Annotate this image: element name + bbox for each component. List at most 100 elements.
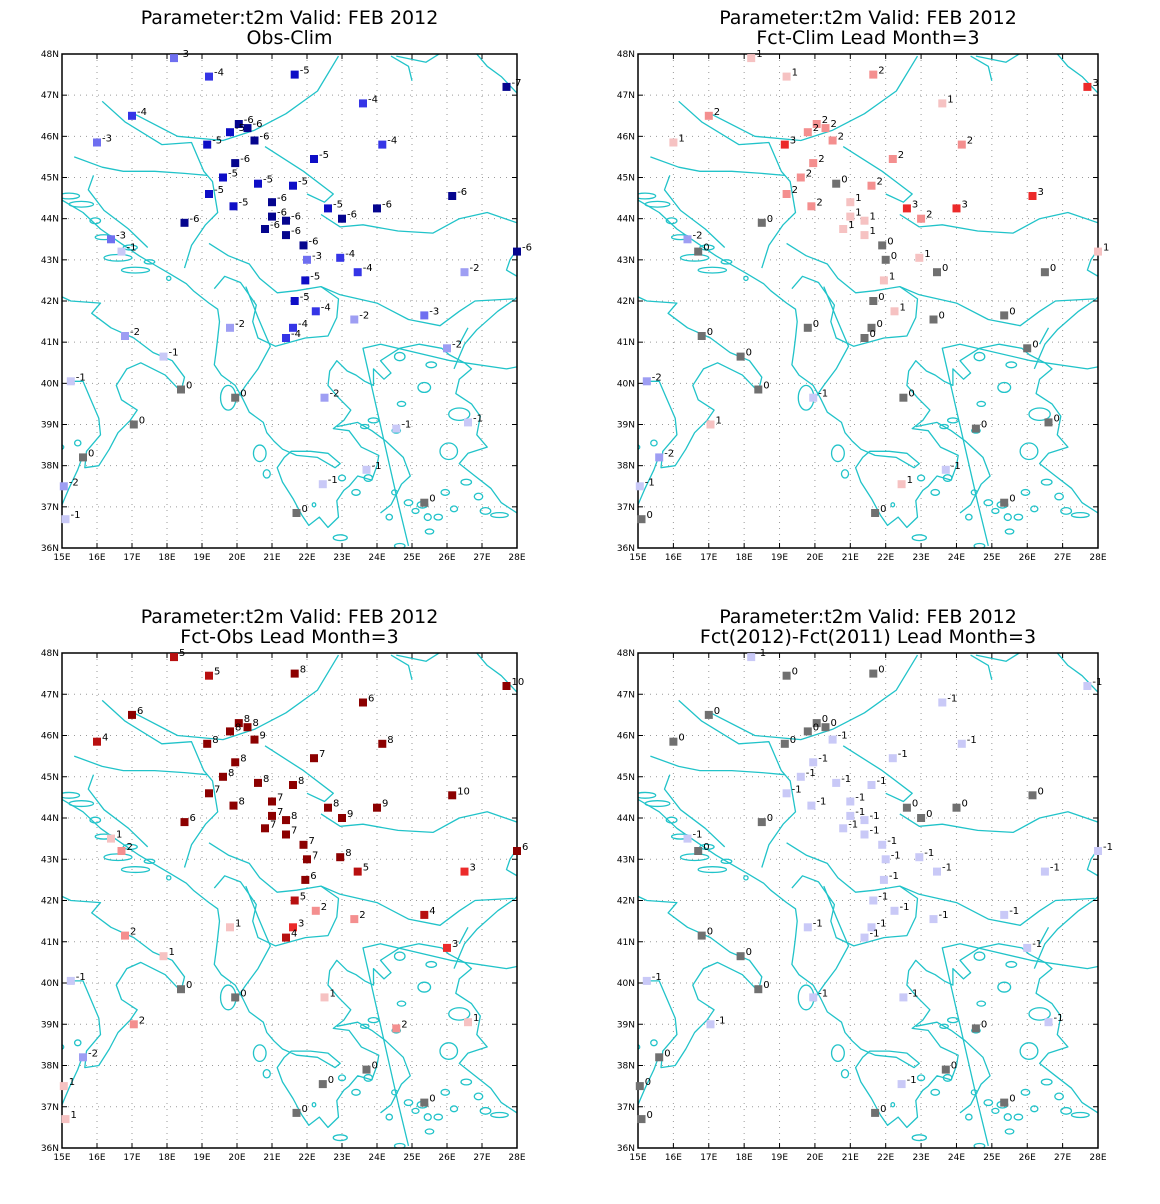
station-marker	[177, 385, 185, 394]
station-marker	[878, 840, 887, 849]
station-value-label: 1	[792, 68, 798, 79]
x-tick-label: 25E	[983, 553, 1000, 563]
station-value-label: 0	[328, 1075, 334, 1086]
station-marker	[129, 1020, 138, 1029]
station-marker	[941, 465, 950, 474]
station-value-label: 0	[813, 319, 819, 330]
station-value-label: 2	[813, 123, 819, 134]
station-marker	[1000, 311, 1009, 320]
station-value-label: -1	[855, 793, 865, 804]
station-marker	[338, 814, 346, 822]
x-tick-label: 22E	[298, 553, 315, 563]
station-marker	[448, 791, 457, 800]
station-value-label: 0	[877, 319, 883, 330]
y-tick-label: 39N	[41, 1020, 59, 1030]
station-value-label: 1	[855, 193, 861, 204]
station-marker	[121, 931, 129, 940]
station-marker	[226, 727, 234, 736]
station-marker	[289, 923, 297, 932]
y-tick-label: 37N	[41, 503, 59, 513]
station-value-label: 0	[942, 263, 948, 274]
station-value-label: -1	[813, 918, 823, 929]
station-value-label: 1	[947, 94, 953, 105]
station-value-label: -2	[69, 477, 79, 488]
x-tick-label: 15E	[629, 553, 646, 563]
station-marker	[899, 393, 908, 402]
station-value-label: 2	[127, 842, 133, 853]
station-value-label: 2	[818, 154, 824, 165]
station-value-label: 1	[330, 988, 336, 999]
station-value-label: 0	[870, 329, 876, 340]
station-value-label: 0	[302, 504, 308, 515]
station-value-label: 1	[870, 226, 876, 237]
y-tick-label: 39N	[41, 421, 59, 431]
station-value-label: 2	[838, 132, 844, 143]
station-marker	[1000, 910, 1009, 919]
station-marker	[821, 124, 830, 133]
station-marker	[336, 253, 345, 262]
station-value-label: 1	[169, 947, 175, 958]
station-marker	[860, 334, 869, 342]
station-value-label: 0	[891, 251, 897, 262]
y-tick-label: 40N	[41, 379, 59, 389]
station-value-label: -1	[401, 420, 411, 431]
station-marker	[697, 332, 706, 340]
station-marker	[812, 719, 821, 728]
station-value-label: -1	[473, 413, 483, 424]
station-marker	[878, 241, 887, 250]
y-tick-label: 39N	[617, 1020, 635, 1030]
station-marker	[807, 202, 816, 211]
x-tick-label: 24E	[368, 553, 385, 563]
y-tick-label: 41N	[41, 938, 59, 948]
station-marker	[234, 719, 243, 728]
y-tick-label: 37N	[617, 1103, 635, 1113]
station-value-label: -2	[652, 372, 662, 383]
station-marker	[782, 671, 791, 680]
station-marker	[1044, 1018, 1053, 1027]
station-marker	[59, 1082, 68, 1091]
station-marker	[899, 993, 908, 1002]
station-value-label: -3	[312, 251, 322, 262]
x-tick-label: 28E	[508, 1153, 525, 1163]
station-value-label: 7	[291, 826, 297, 837]
station-value-label: -3	[102, 134, 112, 145]
station-marker	[292, 509, 301, 517]
station-marker	[780, 739, 789, 748]
station-value-label: 6	[522, 842, 528, 853]
station-value-label: 5	[363, 863, 369, 874]
station-marker	[290, 669, 299, 678]
station-marker	[61, 515, 70, 524]
station-marker	[359, 99, 367, 108]
station-marker	[812, 120, 821, 128]
station-marker	[754, 985, 763, 994]
station-marker	[669, 737, 678, 746]
station-value-label: -1	[870, 929, 880, 940]
station-marker	[128, 710, 136, 719]
station-value-label: 3	[1038, 187, 1044, 198]
x-tick-label: 20E	[228, 553, 245, 563]
station-value-label: 0	[1009, 494, 1015, 505]
station-value-label: -1	[372, 461, 382, 472]
station-value-label: 0	[88, 448, 94, 459]
station-marker	[324, 204, 332, 213]
station-marker	[353, 268, 362, 277]
station-value-label: -1	[877, 918, 887, 929]
panel-subtitle: Obs-Clim	[246, 27, 332, 49]
station-marker	[170, 653, 178, 662]
station-marker	[846, 212, 855, 221]
station-marker	[282, 216, 290, 225]
station-marker	[290, 297, 299, 305]
station-value-label: -1	[1050, 863, 1060, 874]
station-marker	[933, 867, 941, 876]
station-marker	[93, 138, 101, 147]
station-value-label: -1	[951, 461, 961, 472]
station-value-label: 5	[300, 892, 306, 903]
x-tick-label: 16E	[665, 553, 682, 563]
gridlines	[62, 54, 517, 548]
station-value-label: -1	[870, 811, 880, 822]
station-marker	[350, 315, 359, 324]
station-value-label: -1	[898, 749, 908, 760]
x-tick-label: 24E	[368, 1153, 385, 1163]
